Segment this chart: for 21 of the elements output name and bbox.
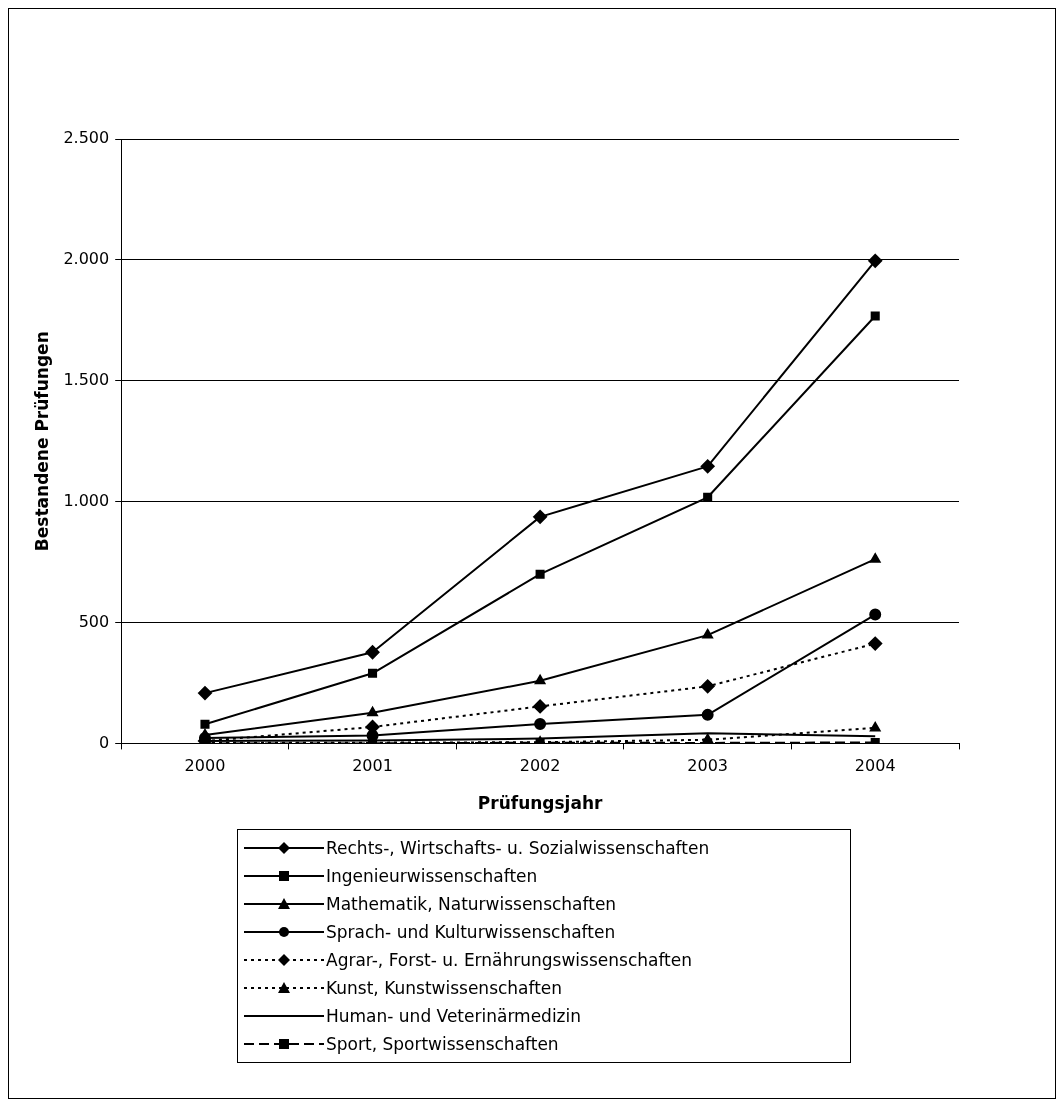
legend-label: Human- und Veterinärmedizin [326,1006,582,1026]
y-tick-label: 1.500 [63,369,110,389]
legend-label: Sport, Sportwissenschaften [326,1034,559,1054]
legend-label: Agrar-, Forst- u. Ernährungswissenschaften [326,950,693,970]
y-tick-label: 1.000 [63,490,110,510]
y-tick-label: 2.000 [63,249,110,269]
x-tick-label: 2000 [184,756,226,776]
legend-label: Kunst, Kunstwissenschaften [326,978,563,998]
legend-label: Ingenieurwissenschaften [326,866,538,886]
y-tick-label: 2.500 [63,128,110,148]
y-tick-label: 0 [99,732,110,752]
x-tick-label: 2001 [352,756,393,776]
x-tick-label: 2003 [687,756,729,776]
x-axis-title: Prüfungsjahr [477,793,604,814]
y-tick-label: 500 [78,611,110,631]
legend-label: Mathematik, Naturwissenschaften [326,894,617,914]
legend-label: Sprach- und Kulturwissenschaften [326,922,616,942]
y-axis-title: Bestandene Prüfungen [31,331,52,552]
x-tick-label: 2002 [519,756,561,776]
legend-label: Rechts-, Wirtschafts- u. Sozialwissenschaften [326,838,710,858]
x-tick-label: 2004 [854,756,896,776]
